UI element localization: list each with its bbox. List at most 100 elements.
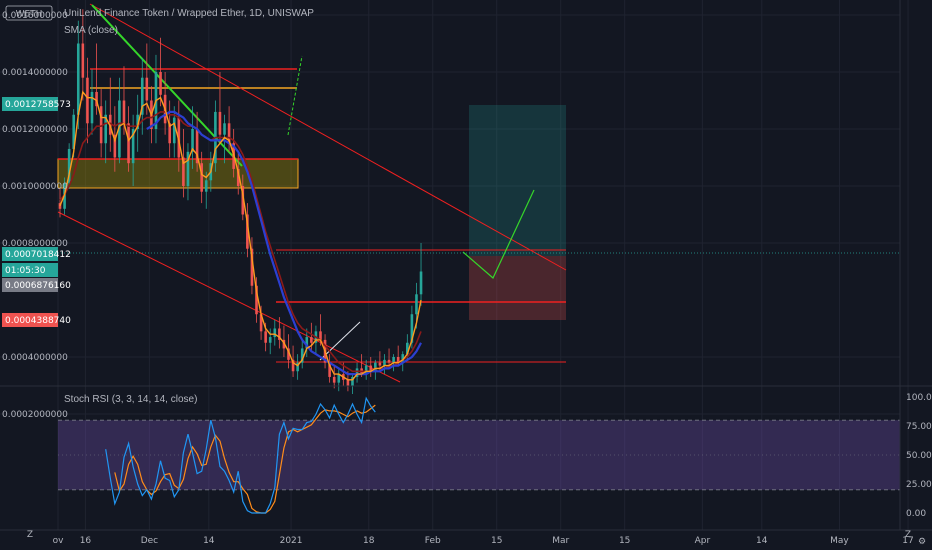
candle bbox=[191, 106, 194, 169]
candle bbox=[351, 374, 354, 395]
candle-body bbox=[250, 248, 254, 286]
stop-loss-zone bbox=[469, 256, 566, 320]
time-axis: ov 16 Dec 14 2021 18 Feb 15 Mar 15 Apr 14 May 17 bbox=[53, 536, 914, 546]
profit-target-zone bbox=[469, 105, 566, 256]
candle bbox=[250, 237, 254, 295]
candle-body bbox=[200, 163, 203, 192]
rsi-tick-label: 75.00 bbox=[906, 422, 932, 432]
price-axis: 0.00160000000.00140000000.00120000000.00… bbox=[2, 11, 68, 420]
candle-body bbox=[145, 77, 149, 101]
candle-body bbox=[227, 123, 231, 144]
candle-body bbox=[168, 123, 171, 144]
rsi-tick-label: 0.00 bbox=[906, 509, 926, 519]
green-dashed-projection bbox=[287, 55, 303, 136]
candle-body bbox=[182, 157, 185, 186]
right-corner-button-label: Z bbox=[905, 530, 911, 540]
candle-body bbox=[419, 271, 423, 295]
candle-body bbox=[328, 362, 331, 377]
candle bbox=[383, 354, 386, 375]
time-tick-label: 14 bbox=[203, 536, 215, 546]
time-tick-label: Mar bbox=[552, 536, 569, 546]
candle-body bbox=[104, 114, 107, 144]
moving-averages bbox=[59, 90, 422, 381]
candle-body bbox=[236, 168, 240, 186]
candle-body bbox=[177, 117, 181, 158]
candle-body bbox=[406, 342, 409, 355]
candle-body bbox=[223, 123, 226, 135]
candle bbox=[195, 111, 199, 172]
candle bbox=[99, 89, 103, 158]
time-tick-label: Feb bbox=[425, 536, 441, 546]
candle bbox=[364, 359, 368, 380]
candle-body bbox=[378, 362, 382, 366]
candle bbox=[328, 354, 331, 383]
candle bbox=[58, 188, 62, 218]
candle bbox=[268, 328, 272, 355]
candle-body bbox=[67, 148, 71, 184]
candle-body bbox=[300, 348, 304, 363]
time-tick-label: 16 bbox=[80, 536, 92, 546]
time-tick-label: 17 bbox=[902, 536, 913, 546]
candle-body bbox=[355, 368, 359, 377]
candle-body bbox=[401, 354, 405, 363]
candle bbox=[86, 57, 89, 144]
indicator-label[interactable]: SMA (close) bbox=[64, 25, 118, 36]
candle bbox=[300, 339, 304, 369]
candle-body bbox=[346, 379, 350, 386]
symbol-badge[interactable]: WETH bbox=[5, 5, 53, 21]
green-trendline bbox=[91, 4, 243, 167]
candle bbox=[278, 317, 281, 349]
rsi-axis: 100.00 75.00 50.00 25.00 0.00 bbox=[906, 393, 932, 519]
sma-orange-line bbox=[59, 90, 422, 381]
stoch-k-line bbox=[105, 396, 376, 514]
candle bbox=[104, 100, 107, 164]
price-tag-bg bbox=[2, 313, 58, 327]
price-tick-label: 0.0004000000 bbox=[2, 353, 68, 363]
candle bbox=[305, 328, 309, 357]
candle bbox=[296, 354, 299, 380]
price-tick-label: 0.0010000000 bbox=[2, 182, 68, 192]
candle bbox=[76, 20, 80, 129]
candle bbox=[401, 351, 405, 372]
candle-body bbox=[268, 337, 272, 343]
price-tick-label: 0.0012000000 bbox=[2, 125, 68, 135]
price-tag-bg bbox=[2, 247, 58, 261]
stoch-rsi-label[interactable]: Stoch RSI (3, 3, 14, 14, close) bbox=[64, 394, 197, 405]
right-corner-button[interactable]: Z bbox=[905, 530, 911, 540]
candle bbox=[337, 368, 341, 392]
time-tick-label: 15 bbox=[619, 536, 630, 546]
candle-body bbox=[310, 337, 313, 343]
candle-body bbox=[291, 359, 295, 372]
candle-body bbox=[278, 328, 281, 340]
candle bbox=[200, 151, 203, 204]
candle-body bbox=[337, 374, 341, 383]
candle-body bbox=[296, 362, 299, 372]
time-tick-label: 14 bbox=[756, 536, 768, 546]
candle-body bbox=[305, 337, 309, 349]
time-tick-label: 18 bbox=[363, 536, 375, 546]
candle-body bbox=[122, 100, 126, 124]
candle-body bbox=[131, 129, 135, 164]
candle bbox=[159, 37, 162, 107]
stoch-rsi-lines bbox=[58, 396, 900, 514]
candle-body bbox=[255, 285, 258, 315]
candle bbox=[374, 359, 377, 380]
price-tag: 0.0006876160 bbox=[2, 278, 71, 292]
settings-gear-icon[interactable]: ⚙ bbox=[918, 537, 926, 547]
candle-body bbox=[319, 331, 322, 340]
candle-body bbox=[118, 100, 121, 158]
candle-body bbox=[392, 357, 395, 363]
candle bbox=[223, 114, 226, 164]
candle-body bbox=[383, 359, 386, 366]
grid-lines bbox=[0, 0, 909, 530]
candle-body bbox=[58, 203, 62, 209]
candle bbox=[218, 72, 222, 144]
downtrend-channel-top bbox=[89, 3, 567, 271]
candle-body bbox=[127, 123, 130, 164]
price-tag-bg bbox=[2, 263, 58, 277]
candle bbox=[419, 243, 423, 306]
candle bbox=[273, 319, 277, 346]
candle bbox=[90, 69, 94, 135]
left-corner-button[interactable]: Z bbox=[27, 530, 33, 540]
